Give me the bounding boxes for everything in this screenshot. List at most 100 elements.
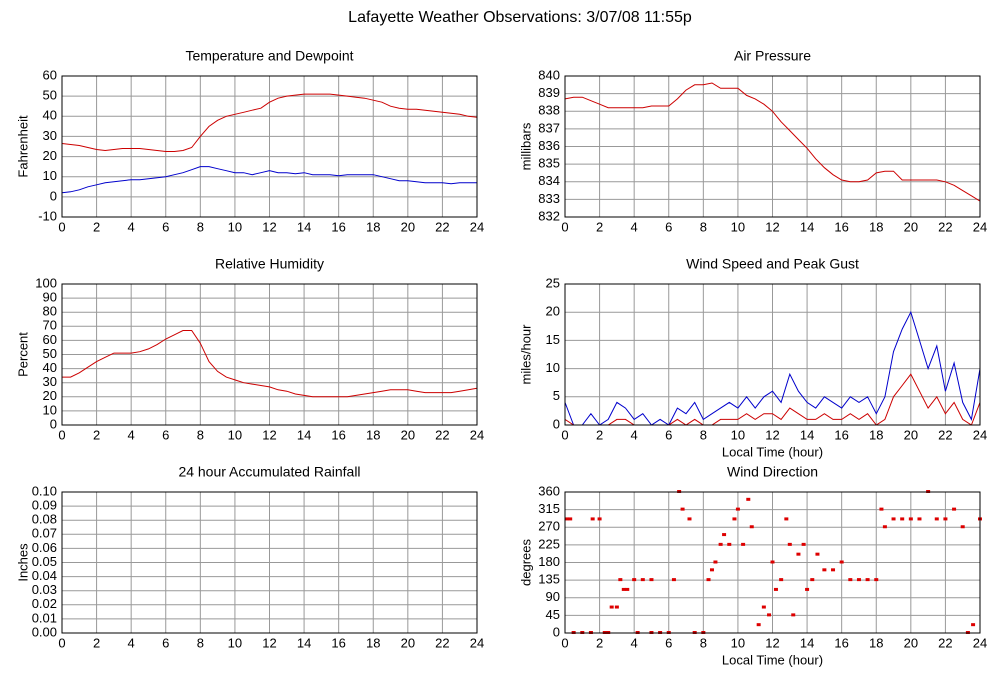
data-point (756, 623, 761, 627)
data-point (718, 542, 723, 546)
y-tick-label: 835 (538, 156, 560, 171)
x-tick-label: 10 (228, 427, 242, 442)
y-tick-label: 45 (546, 607, 560, 622)
y-tick-label: 360 (538, 483, 560, 498)
x-tick-label: 14 (800, 635, 814, 650)
plot-border (564, 75, 981, 218)
data-point (879, 507, 884, 511)
data-point (609, 605, 614, 609)
x-tick-label: 16 (331, 427, 345, 442)
y-axis-label: Percent (15, 332, 30, 377)
y-tick-label: 840 (538, 67, 560, 82)
x-tick-label: 8 (700, 427, 707, 442)
y-tick-label: 180 (538, 554, 560, 569)
y-axis-label: miles/hour (518, 324, 533, 385)
x-tick-label: 20 (401, 427, 415, 442)
y-tick-label: 10 (546, 360, 560, 375)
x-tick-label: 24 (973, 635, 987, 650)
chart-title: Wind Speed and Peak Gust (686, 256, 859, 272)
x-tick-label: 18 (366, 635, 380, 650)
x-tick-label: 8 (700, 219, 707, 234)
y-tick-label: 0 (553, 416, 560, 431)
x-tick-label: 2 (93, 427, 100, 442)
x-tick-label: 14 (800, 219, 814, 234)
data-point (822, 568, 827, 572)
x-tick-label: 4 (128, 635, 135, 650)
y-tick-label: 315 (538, 501, 560, 516)
data-point (784, 517, 789, 521)
plot-border (564, 491, 981, 634)
chart-title: Air Pressure (734, 48, 811, 64)
y-tick-label: 15 (546, 332, 560, 347)
plot-border (564, 283, 981, 426)
y-tick-label: 10 (43, 168, 57, 183)
x-tick-label: 20 (904, 219, 918, 234)
data-point (787, 542, 792, 546)
data-point (621, 587, 626, 591)
x-tick-label: 20 (401, 635, 415, 650)
data-point (649, 578, 654, 582)
x-tick-label: 0 (561, 427, 568, 442)
plot-border (61, 75, 478, 218)
data-point (732, 517, 737, 521)
data-point (706, 578, 711, 582)
data-line (565, 82, 980, 202)
x-tick-label: 18 (869, 635, 883, 650)
x-tick-label: 4 (631, 427, 638, 442)
x-tick-label: 2 (93, 635, 100, 650)
chart-title: Temperature and Dewpoint (185, 48, 353, 64)
plot-border (61, 491, 478, 634)
y-tick-label: 0.04 (32, 568, 57, 583)
data-point (614, 605, 619, 609)
x-tick-label: 2 (596, 635, 603, 650)
x-tick-label: 18 (366, 427, 380, 442)
x-tick-label: 2 (596, 427, 603, 442)
x-tick-label: 22 (938, 427, 952, 442)
y-tick-label: 834 (538, 173, 560, 188)
x-tick-label: 16 (834, 219, 848, 234)
x-tick-label: 14 (297, 635, 311, 650)
data-point (848, 578, 853, 582)
x-tick-label: 24 (470, 427, 484, 442)
y-tick-label: 50 (43, 88, 57, 103)
data-point (908, 517, 913, 521)
x-tick-label: 16 (834, 635, 848, 650)
data-line (565, 373, 980, 425)
x-tick-label: 12 (765, 219, 779, 234)
x-tick-label: 18 (366, 219, 380, 234)
x-tick-label: 22 (938, 219, 952, 234)
y-tick-label: 90 (43, 290, 57, 305)
data-point (882, 525, 887, 529)
y-tick-label: 225 (538, 536, 560, 551)
x-tick-label: 12 (262, 219, 276, 234)
data-point (564, 517, 569, 521)
x-tick-label: 18 (869, 219, 883, 234)
data-point (727, 542, 732, 546)
x-tick-label: 0 (58, 635, 65, 650)
data-point (934, 517, 939, 521)
data-point (590, 517, 595, 521)
y-tick-label: 0.10 (32, 483, 57, 498)
x-tick-label: 12 (262, 427, 276, 442)
data-point (640, 578, 645, 582)
data-point (749, 525, 754, 529)
y-tick-label: 5 (553, 388, 560, 403)
y-axis-label: millibars (518, 122, 533, 170)
y-tick-label: 20 (43, 388, 57, 403)
x-tick-label: 2 (596, 219, 603, 234)
x-tick-label: 6 (665, 219, 672, 234)
data-point (568, 517, 573, 521)
x-tick-label: 14 (297, 219, 311, 234)
x-tick-label: 2 (93, 219, 100, 234)
data-point (618, 578, 623, 582)
data-line (62, 166, 477, 194)
data-point (917, 517, 922, 521)
data-point (900, 517, 905, 521)
x-tick-label: 0 (561, 635, 568, 650)
page-title: Lafayette Weather Observations: 3/07/08 … (348, 9, 692, 26)
data-point (796, 552, 801, 556)
data-point (671, 578, 676, 582)
data-point (865, 578, 870, 582)
y-tick-label: 839 (538, 85, 560, 100)
y-tick-label: 30 (43, 128, 57, 143)
